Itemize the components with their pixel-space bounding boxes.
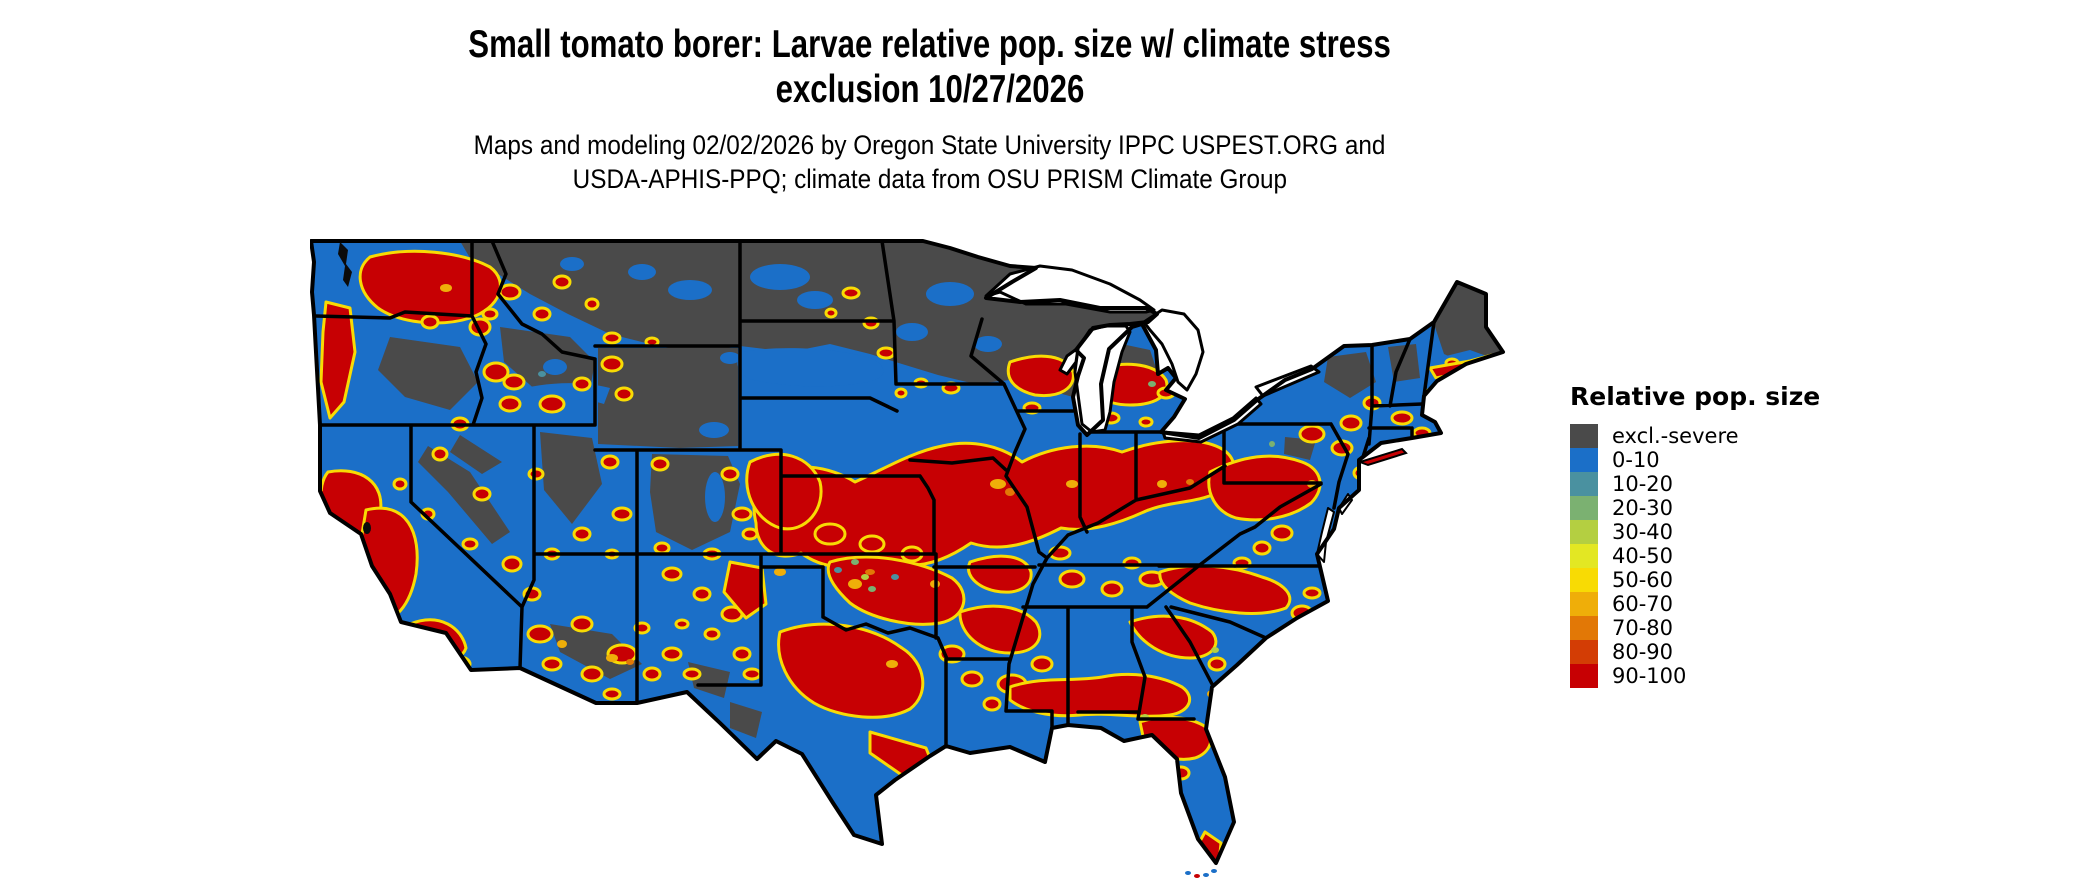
legend-item-90-100: 90-100 (1570, 664, 1820, 688)
legend-swatch-10-20 (1570, 472, 1598, 496)
legend-label-80-90: 80-90 (1612, 640, 1674, 664)
legend-item-30-40: 30-40 (1570, 520, 1820, 544)
legend-item-80-90: 80-90 (1570, 640, 1820, 664)
florida-keys (1185, 869, 1217, 878)
legend-label-50-60: 50-60 (1612, 568, 1674, 592)
legend-swatch-30-40 (1570, 520, 1598, 544)
legend-label-70-80: 70-80 (1612, 616, 1674, 640)
green-bay (1058, 346, 1080, 376)
san-francisco-bay (363, 522, 371, 534)
legend-item-60-70: 60-70 (1570, 592, 1820, 616)
legend-swatch-excl-severe (1570, 424, 1598, 448)
us-risk-map-svg (309, 239, 1505, 878)
legend-swatch-50-60 (1570, 568, 1598, 592)
legend-label-90-100: 90-100 (1612, 664, 1687, 688)
legend-swatch-80-90 (1570, 640, 1598, 664)
legend-swatch-0-10 (1570, 448, 1598, 472)
legend-item-70-80: 70-80 (1570, 616, 1820, 640)
long-island (1356, 447, 1408, 467)
legend-label-10-20: 10-20 (1612, 472, 1674, 496)
legend-swatch-20-30 (1570, 496, 1598, 520)
legend-label-excl-severe: excl.-severe (1612, 424, 1739, 448)
map-title-line1: Small tomato borer: Larvae relative pop.… (468, 23, 1392, 66)
legend-label-20-30: 20-30 (1612, 496, 1674, 520)
legend: Relative pop. size excl.-severe 0-10 10-… (1570, 382, 1820, 688)
map-subtitle-line1: Maps and modeling 02/02/2026 by Oregon S… (474, 130, 1386, 160)
map-region-pop-70-80 (626, 479, 1194, 665)
legend-item-20-30: 20-30 (1570, 496, 1820, 520)
map-region-pop-0-10-patches (510, 257, 1492, 522)
legend-swatch-90-100 (1570, 664, 1598, 688)
legend-item-10-20: 10-20 (1570, 472, 1820, 496)
legend-swatch-70-80 (1570, 616, 1598, 640)
map-raster (314, 241, 1503, 863)
legend-label-60-70: 60-70 (1612, 592, 1674, 616)
map-title: Small tomato borer: Larvae relative pop.… (330, 22, 1530, 112)
legend-item-0-10: 0-10 (1570, 448, 1820, 472)
legend-label-0-10: 0-10 (1612, 448, 1660, 472)
legend-item-excl-severe: excl.-severe (1570, 424, 1820, 448)
map-region-pop-20-30 (851, 381, 1275, 592)
map-region-excluded-severe (378, 241, 1503, 738)
puget-sound (338, 242, 352, 287)
legend-swatch-60-70 (1570, 592, 1598, 616)
state-boundaries (314, 241, 1436, 748)
map-subtitle: Maps and modeling 02/02/2026 by Oregon S… (330, 128, 1530, 196)
us-risk-map (309, 232, 1515, 880)
legend-swatch-40-50 (1570, 544, 1598, 568)
legend-item-50-60: 50-60 (1570, 568, 1820, 592)
map-title-line2: exclusion 10/27/2026 (775, 68, 1085, 111)
map-subtitle-line2: USDA-APHIS-PPQ; climate data from OSU PR… (572, 164, 1288, 194)
legend-label-40-50: 40-50 (1612, 544, 1674, 568)
header: Small tomato borer: Larvae relative pop.… (330, 22, 1530, 196)
legend-item-40-50: 40-50 (1570, 544, 1820, 568)
map-region-pop-10-20 (538, 371, 899, 580)
legend-title: Relative pop. size (1570, 382, 1821, 411)
lake-huron (1142, 308, 1205, 392)
legend-label-30-40: 30-40 (1612, 520, 1674, 544)
